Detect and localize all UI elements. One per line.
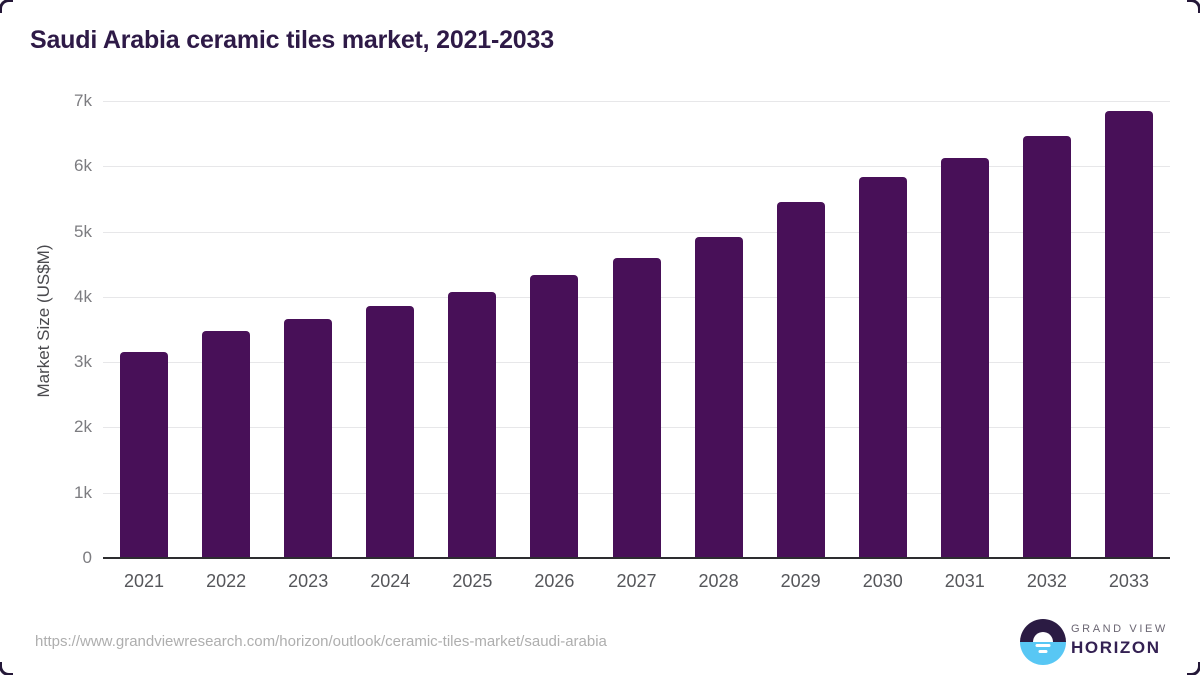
x-tick-label-2028: 2028 xyxy=(698,571,739,591)
bar-2032[interactable] xyxy=(1022,136,1071,558)
y-tick-label-0: 0 xyxy=(82,548,92,567)
x-axis-line xyxy=(103,557,1170,559)
x-axis-tick-labels: 2021 2022 2023 2024 2025 2026 2027 2028 2029 2030… xyxy=(103,570,1170,594)
sun-reflection-bar xyxy=(1035,644,1051,647)
bar-2021[interactable] xyxy=(120,352,169,558)
y-tick-label-5k: 5k xyxy=(74,221,92,241)
y-tick-label-4k: 4k xyxy=(74,286,92,306)
x-tick-label-2027: 2027 xyxy=(616,571,657,591)
y-tick-label-3k: 3k xyxy=(74,352,92,372)
source-url: https://www.grandviewresearch.com/horizo… xyxy=(35,633,607,650)
gridline xyxy=(103,101,1170,102)
x-tick-label-2026: 2026 xyxy=(534,571,575,591)
bar-2031[interactable] xyxy=(940,158,989,558)
x-tick-label-2024: 2024 xyxy=(370,571,411,591)
x-tick-label-2022: 2022 xyxy=(206,571,247,591)
bar-2027[interactable] xyxy=(612,257,661,558)
y-axis-tick-labels: 0 1k 2k 3k 4k 5k 6k 7k xyxy=(30,92,92,567)
y-tick-label-7k: 7k xyxy=(74,91,92,110)
logo-brand-name: GRAND VIEW xyxy=(1071,623,1168,635)
sun-reflection-bar xyxy=(1038,650,1048,653)
bar-2026[interactable] xyxy=(530,275,579,558)
y-tick-label-2k: 2k xyxy=(74,417,92,437)
x-tick-label-2023: 2023 xyxy=(288,571,329,591)
x-tick-label-2021: 2021 xyxy=(124,571,165,591)
page-title: Saudi Arabia ceramic tiles market, 2021-… xyxy=(30,26,554,54)
bar-2029[interactable] xyxy=(776,201,825,558)
gridline xyxy=(103,231,1170,233)
grand-view-horizon-logo-icon xyxy=(1020,619,1066,665)
x-tick-label-2025: 2025 xyxy=(452,571,493,591)
x-tick-label-2033: 2033 xyxy=(1108,571,1149,591)
logo-text: GRAND VIEW HORIZON xyxy=(1071,623,1168,658)
x-tick-label-2031: 2031 xyxy=(944,571,985,591)
y-tick-label-6k: 6k xyxy=(74,156,92,176)
y-tick-label-1k: 1k xyxy=(74,482,92,502)
bar-2024[interactable] xyxy=(366,306,415,558)
brand-logo: GRAND VIEW HORIZON xyxy=(1020,619,1170,666)
border-corner-bottom-right xyxy=(1187,662,1200,675)
x-tick-label-2032: 2032 xyxy=(1026,571,1067,591)
x-tick-label-2030: 2030 xyxy=(862,571,903,591)
gridline xyxy=(103,166,1170,168)
bar-2030[interactable] xyxy=(858,177,907,558)
bar-2033[interactable] xyxy=(1104,111,1153,558)
bar-2025[interactable] xyxy=(448,291,497,558)
x-tick-label-2029: 2029 xyxy=(780,571,821,591)
logo-product-name: HORIZON xyxy=(1071,638,1161,657)
plot-area xyxy=(103,101,1170,559)
border-corner-top-left xyxy=(0,0,13,13)
border-corner-bottom-left xyxy=(0,662,13,675)
sun-icon xyxy=(1033,632,1053,642)
bar-2022[interactable] xyxy=(202,331,251,558)
bar-2023[interactable] xyxy=(284,319,333,558)
border-corner-top-right xyxy=(1187,0,1200,13)
bar-2028[interactable] xyxy=(694,236,743,558)
